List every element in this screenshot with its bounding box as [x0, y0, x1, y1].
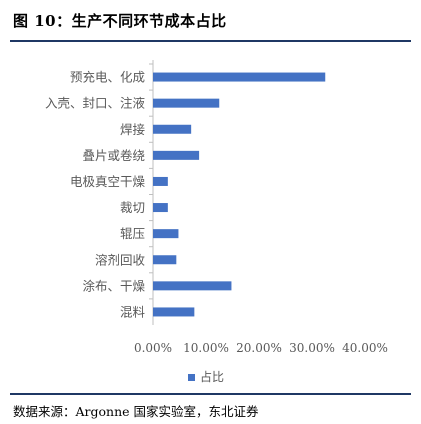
source-note: 数据来源：Argonne 国家实验室，东北证券	[13, 404, 259, 419]
bar	[153, 203, 168, 213]
legend-label: 占比	[200, 369, 224, 384]
header-rule	[10, 40, 411, 42]
category-label: 叠片或卷绕	[82, 148, 145, 163]
category-label: 预充电、化成	[70, 70, 145, 85]
bar	[153, 307, 195, 317]
bar	[153, 150, 200, 160]
bar	[153, 255, 177, 265]
figure-title: 图 10：生产不同环节成本占比	[13, 12, 227, 30]
legend-swatch	[188, 374, 195, 381]
figure-header: 图 10：生产不同环节成本占比	[0, 0, 421, 42]
category-label: 入壳、封口、注液	[45, 96, 146, 111]
bar	[153, 98, 220, 108]
category-label: 涂布、干燥	[82, 278, 145, 293]
category-label: 混料	[120, 304, 146, 319]
footer-rule	[10, 393, 411, 395]
x-tick-label: 20.00%	[236, 341, 282, 355]
x-tick-label: 0.00%	[134, 341, 172, 355]
bar	[153, 176, 168, 186]
bar	[153, 124, 192, 134]
category-label: 电极真空干燥	[70, 174, 146, 189]
x-tick-label: 30.00%	[289, 341, 335, 355]
bar	[153, 229, 179, 239]
bar	[153, 72, 326, 82]
x-tick-label: 10.00%	[183, 341, 229, 355]
x-tick-label: 40.00%	[342, 341, 388, 355]
category-label: 辊压	[120, 226, 145, 241]
bar	[153, 281, 232, 291]
category-label: 焊接	[120, 122, 146, 137]
category-label: 裁切	[120, 200, 145, 215]
chart-area: 预充电、化成入壳、封口、注液焊接叠片或卷绕电极真空干燥裁切辊压溶剂回收涂布、干燥…	[0, 50, 421, 390]
category-label: 溶剂回收	[95, 252, 146, 267]
figure-footer: 数据来源：Argonne 国家实验室，东北证券	[0, 393, 421, 424]
bar-chart: 预充电、化成入壳、封口、注液焊接叠片或卷绕电极真空干燥裁切辊压溶剂回收涂布、干燥…	[45, 60, 388, 384]
